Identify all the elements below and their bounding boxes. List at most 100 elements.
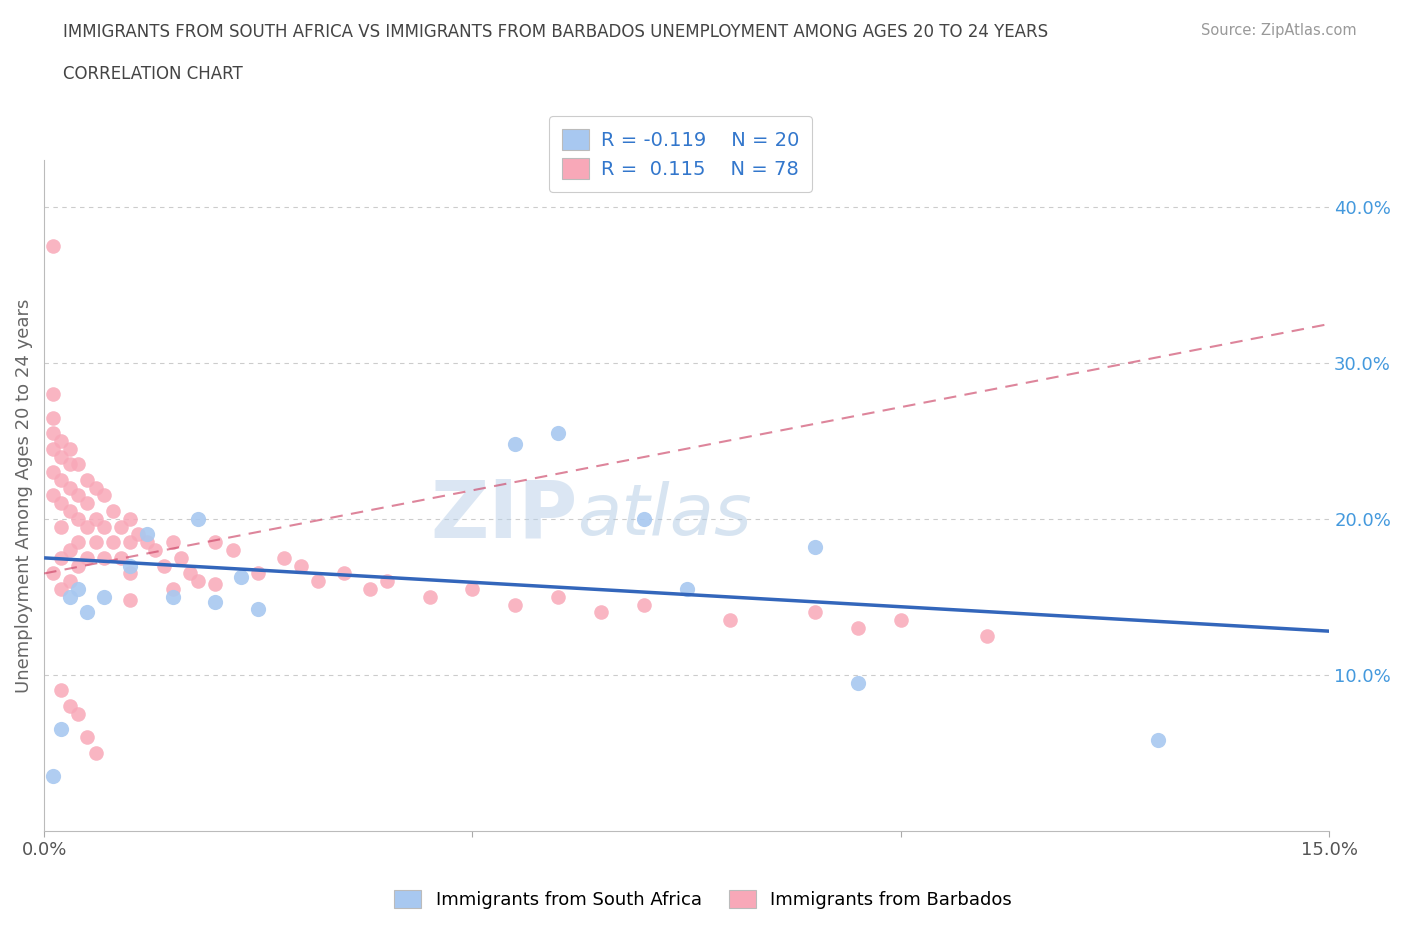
Point (41, 426, 63, 441)
Point (804, 605, 827, 620)
Point (76, 730, 98, 745)
Point (110, 519, 132, 534)
Point (41, 410, 63, 425)
Point (101, 504, 124, 519)
Text: CORRELATION CHART: CORRELATION CHART (63, 65, 243, 83)
Point (41, 387, 63, 402)
Point (67, 488, 90, 503)
Text: Source: ZipAtlas.com: Source: ZipAtlas.com (1201, 23, 1357, 38)
Point (101, 535, 124, 550)
Point (59, 542, 82, 557)
Point (204, 577, 226, 591)
Point (204, 594, 226, 609)
Point (118, 566, 141, 581)
Point (221, 542, 243, 557)
Point (247, 566, 270, 581)
Point (307, 574, 329, 589)
Point (67, 558, 90, 573)
Point (67, 535, 90, 550)
Point (110, 551, 132, 565)
Point (41, 239, 63, 254)
Text: atlas: atlas (578, 481, 752, 551)
Point (76, 605, 98, 620)
Point (59, 441, 82, 456)
Point (93, 551, 115, 565)
Point (59, 457, 82, 472)
Point (41, 769, 63, 784)
Point (51, 551, 73, 565)
Point (135, 527, 157, 542)
Point (41, 488, 63, 503)
Point (547, 590, 569, 604)
Point (84, 512, 107, 526)
Point (547, 426, 569, 441)
Text: ZIP: ZIP (430, 476, 578, 554)
Point (59, 698, 82, 713)
Point (231, 569, 253, 584)
Point (145, 542, 167, 557)
Point (59, 504, 82, 519)
Legend: R = -0.119    N = 20, R =  0.115    N = 78: R = -0.119 N = 20, R = 0.115 N = 78 (548, 116, 811, 192)
Point (589, 605, 612, 620)
Point (59, 480, 82, 495)
Point (84, 480, 107, 495)
Point (505, 597, 527, 612)
Y-axis label: Unemployment Among Ages 20 to 24 years: Unemployment Among Ages 20 to 24 years (15, 299, 32, 693)
Point (804, 539, 827, 554)
Point (67, 707, 90, 722)
Point (162, 535, 184, 550)
Text: IMMIGRANTS FROM SOUTH AFRICA VS IMMIGRANTS FROM BARBADOS UNEMPLOYMENT AMONG AGES: IMMIGRANTS FROM SOUTH AFRICA VS IMMIGRAN… (63, 23, 1049, 41)
Point (41, 465, 63, 480)
Point (162, 581, 184, 596)
Point (51, 496, 73, 511)
Point (118, 512, 141, 526)
Point (67, 457, 90, 472)
Point (51, 433, 73, 448)
Point (247, 602, 270, 617)
Point (1147, 733, 1170, 748)
Point (675, 581, 697, 596)
Point (187, 574, 209, 589)
Point (59, 574, 82, 589)
Point (204, 535, 226, 550)
Point (505, 436, 527, 451)
Point (419, 590, 441, 604)
Point (93, 590, 115, 604)
Point (375, 574, 398, 589)
Point (51, 683, 73, 698)
Point (633, 512, 655, 526)
Point (127, 527, 149, 542)
Point (118, 535, 141, 550)
Point (890, 613, 912, 628)
Point (187, 512, 209, 526)
Point (59, 590, 82, 604)
Point (273, 551, 295, 565)
Point (67, 512, 90, 526)
Point (461, 581, 484, 596)
Point (633, 597, 655, 612)
Point (718, 613, 741, 628)
Point (51, 472, 73, 487)
Point (846, 675, 869, 690)
Point (290, 558, 312, 573)
Point (846, 620, 869, 635)
Point (93, 488, 115, 503)
Point (84, 745, 107, 760)
Point (179, 566, 201, 581)
Point (118, 592, 141, 607)
Point (51, 722, 73, 737)
Legend: Immigrants from South Africa, Immigrants from Barbados: Immigrants from South Africa, Immigrants… (387, 883, 1019, 916)
Point (51, 581, 73, 596)
Point (51, 449, 73, 464)
Point (76, 519, 98, 534)
Point (976, 629, 998, 644)
Point (162, 590, 184, 604)
Point (93, 519, 115, 534)
Point (333, 566, 356, 581)
Point (359, 581, 381, 596)
Point (51, 519, 73, 534)
Point (153, 558, 176, 573)
Point (84, 535, 107, 550)
Point (41, 566, 63, 581)
Point (118, 558, 141, 573)
